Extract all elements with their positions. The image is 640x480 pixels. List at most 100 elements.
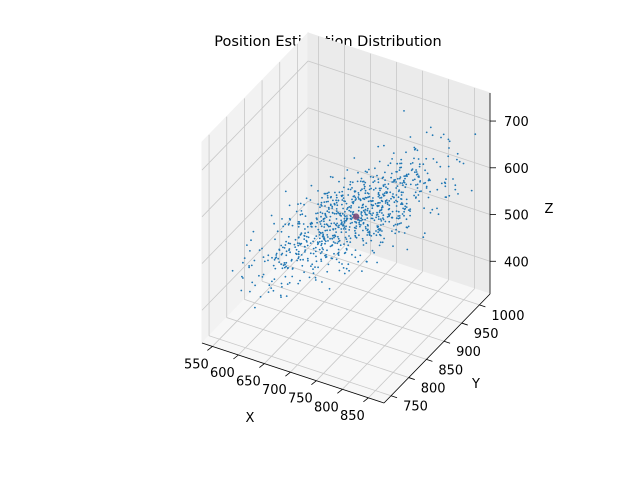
data-point bbox=[363, 185, 366, 188]
data-point bbox=[387, 208, 390, 211]
data-point bbox=[366, 207, 369, 210]
data-point bbox=[397, 196, 400, 199]
data-point bbox=[417, 194, 420, 196]
data-point bbox=[365, 197, 368, 199]
data-point bbox=[448, 147, 450, 149]
data-point bbox=[431, 208, 434, 211]
data-point bbox=[297, 282, 300, 285]
data-point bbox=[327, 206, 330, 209]
data-point bbox=[324, 205, 326, 207]
data-point bbox=[368, 234, 371, 237]
data-point bbox=[404, 207, 407, 210]
data-point bbox=[391, 181, 394, 183]
data-point bbox=[363, 187, 366, 190]
data-point bbox=[299, 202, 302, 205]
data-point bbox=[254, 306, 256, 309]
y-tick bbox=[390, 395, 398, 399]
data-point bbox=[311, 226, 313, 228]
data-point bbox=[379, 197, 381, 199]
data-point bbox=[368, 168, 370, 171]
data-point bbox=[411, 168, 414, 171]
data-point bbox=[309, 252, 312, 255]
data-point bbox=[312, 252, 315, 255]
data-point bbox=[425, 157, 428, 160]
data-point bbox=[370, 200, 373, 203]
data-point bbox=[392, 180, 395, 183]
data-point bbox=[302, 258, 304, 261]
z-tick-label: 700 bbox=[504, 115, 529, 130]
data-point bbox=[281, 267, 284, 270]
x-tick bbox=[363, 397, 369, 403]
data-point bbox=[447, 138, 450, 141]
data-point bbox=[326, 249, 328, 252]
data-point bbox=[333, 234, 335, 237]
data-point bbox=[314, 225, 317, 228]
data-point bbox=[371, 217, 374, 220]
data-point bbox=[326, 196, 329, 199]
data-point bbox=[348, 235, 350, 237]
x-tick-label: 850 bbox=[340, 409, 365, 424]
data-point bbox=[407, 173, 410, 176]
data-point bbox=[382, 214, 385, 217]
data-point bbox=[341, 203, 343, 206]
data-point bbox=[279, 294, 282, 297]
data-point bbox=[379, 189, 381, 192]
data-point bbox=[310, 265, 312, 267]
data-point bbox=[324, 256, 327, 259]
data-point bbox=[380, 187, 382, 190]
data-point bbox=[320, 220, 323, 222]
data-point bbox=[362, 209, 365, 212]
data-point bbox=[344, 215, 346, 218]
data-point bbox=[281, 286, 283, 288]
data-point bbox=[321, 251, 323, 253]
data-point bbox=[299, 258, 302, 261]
data-point bbox=[329, 225, 332, 228]
data-point bbox=[283, 266, 286, 269]
data-point bbox=[362, 180, 365, 183]
data-point bbox=[254, 284, 256, 287]
data-point bbox=[316, 241, 319, 244]
data-point bbox=[378, 187, 381, 190]
data-point bbox=[335, 199, 337, 202]
data-point bbox=[359, 198, 361, 201]
data-point bbox=[354, 232, 357, 235]
x-tick-label: 800 bbox=[314, 400, 339, 415]
axis-panes bbox=[201, 31, 491, 404]
data-point bbox=[285, 254, 288, 257]
data-point bbox=[381, 205, 384, 207]
data-point bbox=[314, 266, 316, 268]
data-point bbox=[298, 242, 301, 245]
data-point bbox=[447, 155, 450, 158]
data-point bbox=[273, 258, 276, 261]
data-point bbox=[330, 222, 333, 225]
data-point bbox=[261, 247, 263, 250]
data-point bbox=[404, 177, 406, 180]
data-point bbox=[306, 225, 309, 228]
data-point bbox=[364, 181, 367, 184]
data-point bbox=[248, 266, 251, 269]
data-point bbox=[366, 217, 369, 220]
data-point bbox=[319, 206, 321, 209]
data-point bbox=[304, 251, 306, 253]
data-point bbox=[418, 190, 421, 193]
data-point bbox=[336, 242, 339, 245]
data-point bbox=[372, 188, 375, 191]
data-point bbox=[382, 218, 385, 221]
data-point bbox=[399, 162, 401, 165]
data-point bbox=[380, 220, 383, 222]
data-point bbox=[417, 158, 420, 160]
data-point bbox=[301, 213, 304, 216]
data-point bbox=[328, 208, 330, 211]
data-point bbox=[405, 174, 408, 177]
data-point bbox=[378, 211, 381, 214]
data-point bbox=[250, 239, 252, 242]
data-point bbox=[278, 261, 280, 263]
data-point bbox=[328, 211, 330, 214]
data-point bbox=[413, 194, 415, 197]
data-point bbox=[335, 208, 338, 210]
data-point bbox=[337, 226, 340, 229]
data-point bbox=[327, 240, 329, 242]
data-point bbox=[379, 234, 382, 237]
data-point bbox=[354, 199, 357, 202]
data-point bbox=[300, 210, 303, 212]
